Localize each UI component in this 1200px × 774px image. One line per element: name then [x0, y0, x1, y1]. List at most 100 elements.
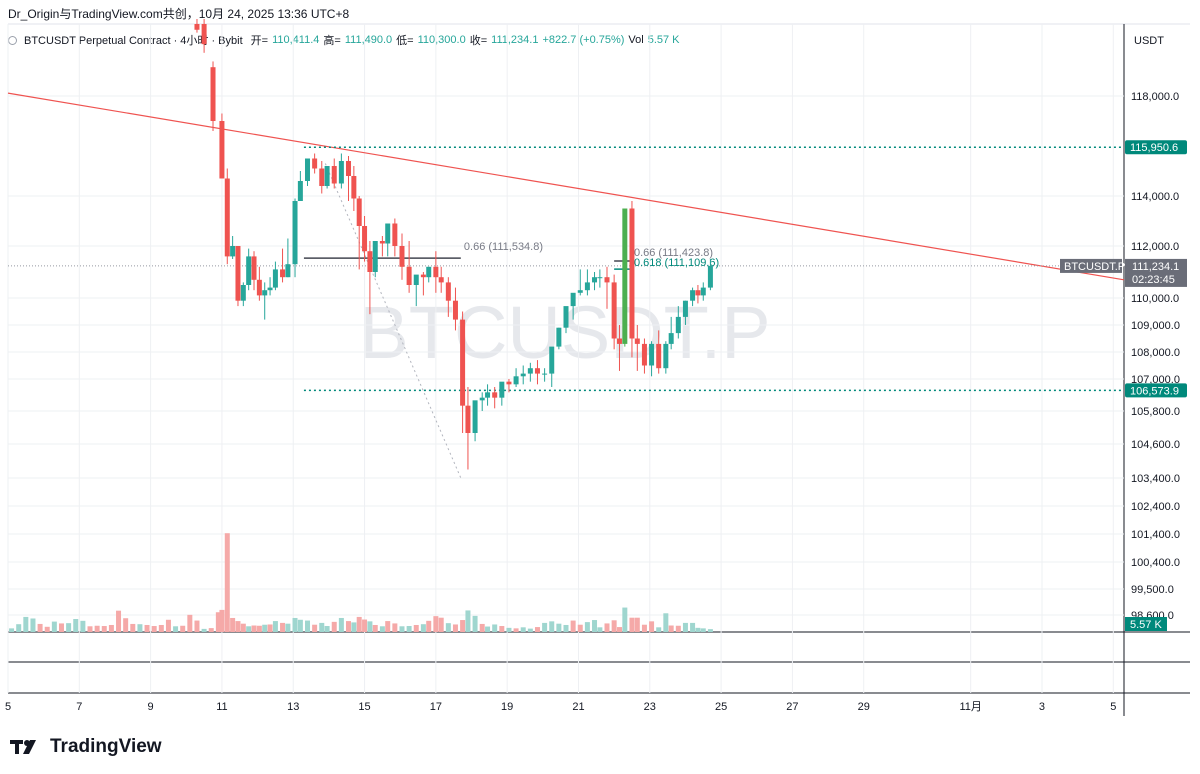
volume-bar	[285, 623, 291, 632]
volume-bar	[201, 628, 207, 632]
candle-body	[356, 198, 362, 226]
volume-bar	[346, 621, 352, 632]
volume-bar	[563, 624, 569, 632]
volume-bar	[80, 620, 86, 632]
volume-bar	[367, 621, 373, 632]
grid-lines	[7, 23, 1190, 716]
descending-trendline	[7, 92, 1125, 281]
volume-bar	[399, 626, 405, 632]
currency-label[interactable]: USDT	[1134, 35, 1164, 47]
volume-bar	[485, 626, 491, 632]
x-tick-label: 7	[76, 701, 82, 713]
volume-bar	[426, 620, 432, 632]
x-tick-label: 13	[287, 701, 299, 713]
x-tick-label: 5	[1110, 701, 1116, 713]
symbol-legend: BTCUSDT Perpetual Contract · 4小时 · Bybit…	[8, 32, 680, 48]
volume-bar	[604, 623, 610, 632]
candle-body	[452, 300, 458, 320]
candle-body	[492, 392, 498, 398]
x-tick-label: 15	[358, 701, 370, 713]
candle-body	[426, 266, 432, 278]
volume-bar	[123, 618, 129, 632]
volume-bar	[506, 627, 512, 632]
candle-body	[224, 178, 230, 257]
volume-bar	[675, 625, 681, 632]
countdown-label: 02:23:45	[1132, 274, 1175, 286]
y-tick-label: 110,000.0	[1131, 293, 1179, 305]
candle-body	[534, 368, 540, 374]
candle-body	[707, 265, 713, 288]
candle-body	[663, 343, 669, 369]
symbol-label[interactable]: BTCUSDT Perpetual Contract · 4小时 · Bybit	[24, 35, 243, 47]
candle-body	[367, 251, 373, 272]
volume-bar	[144, 624, 150, 632]
volume-bar	[499, 626, 505, 632]
y-tick-label: 101,400.0	[1131, 529, 1180, 541]
volume-bar	[230, 617, 236, 632]
change-value: +822.7 (+0.75%)	[542, 34, 625, 46]
candle-body	[611, 282, 617, 339]
candle-body	[542, 373, 548, 375]
y-tick-label: 104,600.0	[1131, 439, 1180, 451]
volume-bar	[584, 622, 590, 632]
candle-body	[240, 285, 246, 301]
volume-bar	[158, 624, 164, 632]
level-price-tag	[1125, 383, 1187, 398]
candle-body	[379, 241, 385, 244]
volume-bar	[452, 624, 458, 632]
candle-body	[695, 290, 701, 296]
x-tick-label: 5	[5, 701, 11, 713]
volume-bar	[707, 629, 713, 632]
volume-bar	[641, 624, 647, 632]
volume-bar	[208, 628, 214, 632]
volume-bar	[44, 626, 50, 632]
volume-bar	[151, 626, 157, 632]
candle-body	[485, 392, 491, 398]
candle-body	[629, 208, 635, 339]
x-tick-label: 21	[572, 701, 584, 713]
candle-body	[219, 121, 225, 179]
high-value: 111,490.0	[344, 34, 393, 46]
candle-body	[285, 264, 291, 278]
candle-body	[319, 168, 325, 186]
y-tick-label: 118,000.0	[1131, 91, 1179, 103]
candle-body	[385, 223, 391, 244]
brand-text: TradingView	[50, 736, 162, 757]
candle-body	[246, 256, 252, 285]
candle-body	[556, 327, 562, 347]
volume-bar	[649, 621, 655, 632]
candle-body	[420, 274, 426, 278]
candle-body	[527, 368, 533, 374]
volume-bar	[663, 613, 669, 632]
high-label: 高=	[323, 35, 341, 47]
candle-body	[433, 266, 439, 278]
candle-body	[372, 241, 378, 272]
x-tick-label: 11月	[959, 701, 981, 713]
volume-bar	[492, 624, 498, 632]
volume-bar	[280, 622, 286, 632]
volume-bar	[460, 620, 466, 632]
y-tick-label: 108,000.0	[1131, 347, 1180, 359]
volume-bar	[695, 627, 701, 632]
candle-body	[563, 306, 569, 328]
volume-bar	[700, 628, 706, 632]
volume-bar	[362, 619, 368, 632]
volume-bar	[16, 624, 22, 632]
volume-bar	[690, 622, 696, 632]
volume-bar	[634, 617, 640, 632]
volume-bar	[385, 621, 391, 632]
candle-body	[280, 269, 286, 278]
level-price-label: 115,950.6	[1130, 142, 1178, 154]
volume-bar	[413, 624, 419, 632]
volume-bar	[527, 628, 533, 632]
vol-label: Vol	[628, 34, 644, 46]
y-tick-label: 105,800.0	[1131, 406, 1180, 418]
candle-body	[592, 277, 598, 283]
volume-bar	[130, 623, 136, 632]
candle-body	[351, 176, 357, 199]
y-tick-label: 102,400.0	[1131, 501, 1180, 513]
candle-body	[331, 166, 337, 184]
volume-bar	[611, 620, 617, 632]
candle-body	[256, 279, 262, 296]
